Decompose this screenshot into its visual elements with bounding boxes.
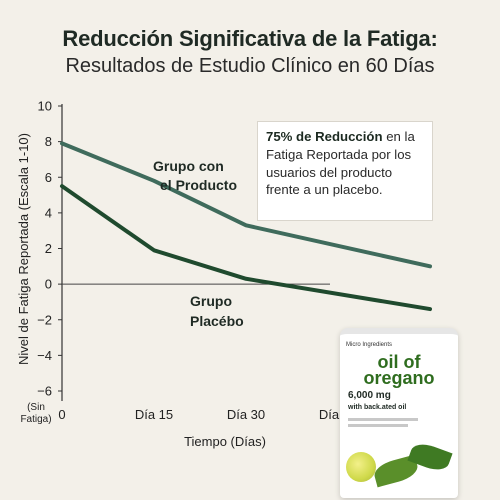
product-name-line2: oregano bbox=[363, 368, 435, 388]
study-note: 75% de Reducción en la Fatiga Reportada … bbox=[257, 121, 433, 221]
x-tick-label: Día 30 bbox=[227, 407, 265, 422]
y-tick-label: 10 bbox=[38, 99, 52, 114]
y-tick-label: 6 bbox=[45, 170, 52, 185]
x-axis-title: Tiempo (Días) bbox=[184, 434, 266, 449]
series-line-producto bbox=[60, 141, 432, 269]
y-tick-label: 0 bbox=[45, 277, 52, 292]
y-tick-label: −6 bbox=[37, 384, 52, 399]
series-line-placebo bbox=[60, 184, 432, 312]
lemon-icon bbox=[346, 452, 376, 482]
y-zero-sublabel: Fatiga) bbox=[20, 414, 51, 425]
product-name-line1: oil of bbox=[377, 352, 421, 372]
product-pouch-image: Micro Ingredients oil of oregano 6,000 m… bbox=[340, 328, 458, 498]
y-axis-title: Nivel de Fatiga Reportada (Escala 1-10) bbox=[16, 133, 31, 365]
y-tick-label: 8 bbox=[45, 134, 52, 149]
series-group bbox=[60, 141, 432, 312]
note-highlight: 75% de Reducción bbox=[266, 129, 383, 144]
note-text: en la Fatiga Reportada por los usuarios … bbox=[266, 129, 415, 198]
series-label-producto: Grupo con bbox=[153, 158, 224, 174]
y-zero-sublabel: (Sin bbox=[27, 402, 45, 413]
series-label-placebo: Grupo bbox=[190, 293, 232, 309]
y-tick-label: 2 bbox=[45, 241, 52, 256]
labels-group: Grupo con el Producto Grupo Placébo bbox=[153, 158, 244, 329]
product-brand: Micro Ingredients bbox=[346, 342, 393, 348]
product-text-placeholder bbox=[348, 418, 418, 421]
product-text-placeholder bbox=[348, 424, 408, 427]
x-tick-label: Día 15 bbox=[135, 407, 173, 422]
series-label-producto: el Producto bbox=[160, 177, 237, 193]
y-tick-label: −4 bbox=[37, 348, 52, 363]
x-tick-label: 0 bbox=[58, 407, 65, 422]
y-tick-label: 4 bbox=[45, 205, 52, 220]
series-label-placebo: Placébo bbox=[190, 313, 244, 329]
product-dose: 6,000 mg bbox=[348, 390, 391, 401]
product-tagline: with back.ated oil bbox=[348, 404, 407, 411]
chart-title: Reducción Significativa de la Fatiga: bbox=[62, 26, 438, 51]
y-tick-label: −2 bbox=[37, 312, 52, 327]
chart-subtitle: Resultados de Estudio Clínico en 60 Días bbox=[65, 55, 435, 77]
product-name: oil of oregano bbox=[340, 352, 458, 388]
